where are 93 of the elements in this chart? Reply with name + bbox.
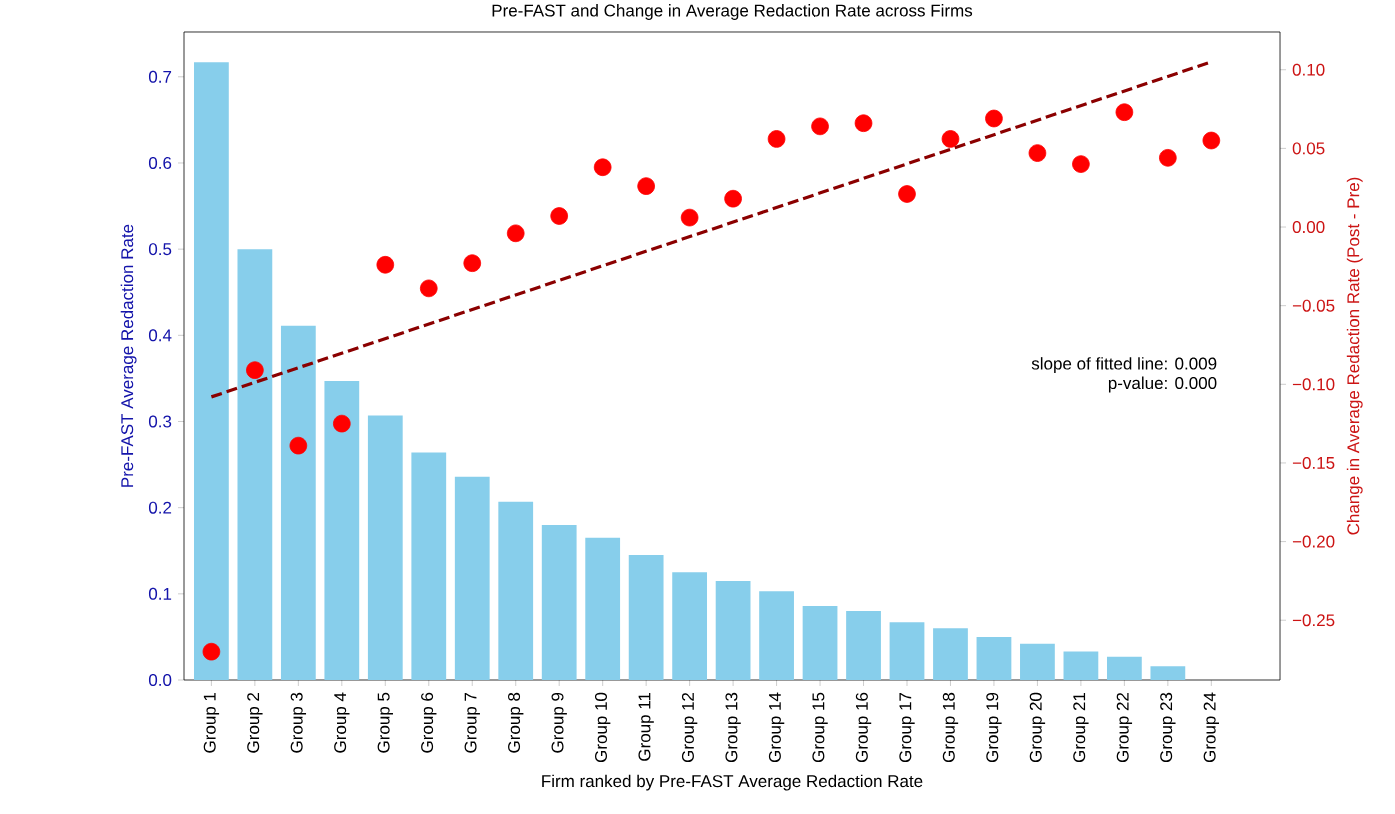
y2-tick-label: −0.15 xyxy=(1292,456,1335,469)
y-tick-label: 0.2 xyxy=(148,501,172,514)
y-tick-label: 0.4 xyxy=(148,329,172,342)
x-tick-label: Group 23 xyxy=(1160,692,1176,763)
y2-tick-label: 0.00 xyxy=(1292,221,1325,234)
y2-tick-label: −0.10 xyxy=(1292,378,1335,391)
x-tick-label: Group 14 xyxy=(768,692,785,763)
point xyxy=(767,130,786,148)
x-tick-label: Group 17 xyxy=(899,692,915,763)
x-tick-label: Group 8 xyxy=(508,692,524,753)
x-tick-label: Group 9 xyxy=(551,692,567,753)
bar xyxy=(976,636,1012,680)
x-tick-label: Group 15 xyxy=(812,692,828,763)
point xyxy=(941,130,960,148)
y2-axis-title: Change in Average Redaction Rate (Post - Pre) xyxy=(1346,177,1363,535)
point xyxy=(1028,144,1047,162)
point xyxy=(898,185,916,203)
bar xyxy=(367,415,403,680)
x-axis-title: Firm ranked by Pre-FAST Average Redaction Rate xyxy=(542,774,923,791)
y-tick-label: 0.1 xyxy=(148,587,172,600)
point xyxy=(419,279,438,298)
y2-tick-label: 0.05 xyxy=(1292,142,1325,155)
bar xyxy=(802,605,838,680)
point xyxy=(376,255,395,274)
point xyxy=(289,436,308,455)
point xyxy=(1159,149,1177,167)
bar xyxy=(715,580,751,680)
x-tick-label: Group 7 xyxy=(464,692,480,753)
bar xyxy=(194,62,229,680)
point xyxy=(854,114,873,133)
point xyxy=(202,642,221,661)
bar xyxy=(541,524,577,680)
x-tick-label: Group 21 xyxy=(1073,692,1089,763)
chart-title: Pre-FAST and Change in Average Redaction Rate across Firms xyxy=(492,4,973,20)
y-axis-title: Pre-FAST Average Redaction Rate xyxy=(120,224,137,487)
bar xyxy=(889,622,925,680)
x-tick-label: Group 20 xyxy=(1029,692,1046,763)
point xyxy=(550,207,568,225)
point xyxy=(637,177,655,195)
bar xyxy=(1150,666,1186,680)
x-tick-label: Group 24 xyxy=(1203,692,1220,763)
x-tick-label: Group 6 xyxy=(421,692,437,753)
x-tick-label: Group 2 xyxy=(247,692,263,753)
bar xyxy=(933,628,968,680)
bar xyxy=(454,476,490,680)
y2-tick-label: −0.25 xyxy=(1292,614,1335,627)
y2-tick-label: 0.10 xyxy=(1292,63,1325,76)
bar xyxy=(585,537,621,680)
x-tick-label: Group 4 xyxy=(334,692,350,753)
x-tick-label: Group 18 xyxy=(942,692,959,763)
y-tick-label: 0.5 xyxy=(148,243,172,256)
point xyxy=(593,158,612,177)
point xyxy=(724,189,742,208)
annotation: slope of fitted line: 0.009 xyxy=(1031,357,1217,373)
point xyxy=(333,414,351,433)
y-tick-label: 0.7 xyxy=(148,70,172,83)
x-tick-label: Group 11 xyxy=(638,692,654,761)
x-tick-label: Group 22 xyxy=(1116,692,1133,763)
bar xyxy=(1020,643,1055,680)
x-tick-label: Group 3 xyxy=(290,692,307,753)
point xyxy=(246,361,264,379)
point xyxy=(463,254,482,272)
point xyxy=(985,109,1003,128)
point xyxy=(1072,155,1090,173)
x-tick-label: Group 16 xyxy=(855,692,872,763)
point xyxy=(811,117,829,136)
x-tick-label: Group 13 xyxy=(725,692,741,763)
bar xyxy=(846,611,881,680)
bar xyxy=(759,591,794,680)
point xyxy=(680,208,699,227)
y-tick-label: 0.6 xyxy=(148,156,172,169)
bar xyxy=(1063,651,1099,680)
bar xyxy=(237,249,273,680)
x-tick-label: Group 19 xyxy=(986,692,1002,763)
x-tick-label: Group 1 xyxy=(203,692,220,753)
bar xyxy=(280,325,316,680)
bar xyxy=(324,380,360,680)
y2-tick-label: −0.20 xyxy=(1292,535,1335,548)
point xyxy=(1202,131,1221,150)
x-tick-label: Group 10 xyxy=(594,692,611,763)
bar xyxy=(628,555,664,680)
x-tick-label: Group 12 xyxy=(681,692,698,763)
y2-tick-label: −0.05 xyxy=(1292,299,1335,312)
point xyxy=(506,224,525,243)
point xyxy=(1115,103,1134,122)
y-tick-label: 0.0 xyxy=(148,674,172,687)
bar xyxy=(498,501,534,680)
bar xyxy=(1106,656,1142,680)
y-tick-label: 0.3 xyxy=(148,415,172,428)
annotation: p-value: 0.000 xyxy=(1108,376,1217,393)
x-tick-label: Group 5 xyxy=(377,692,393,753)
bar xyxy=(672,572,708,680)
bar xyxy=(411,452,447,680)
